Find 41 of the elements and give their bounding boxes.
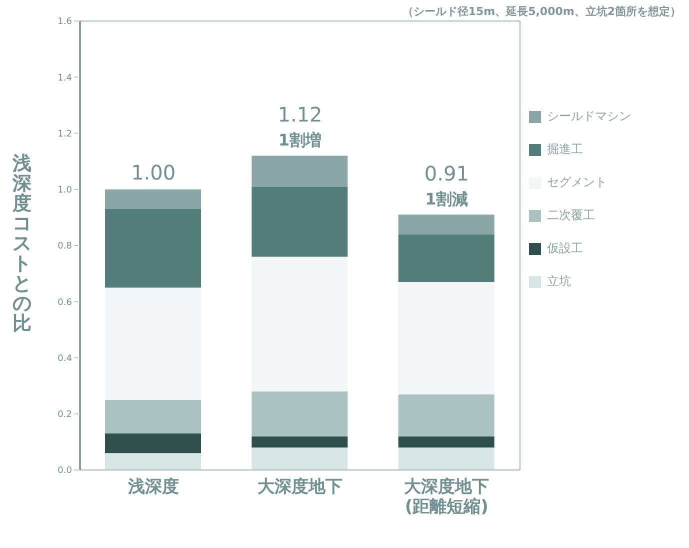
y-tick-label: 0.0 <box>58 466 72 476</box>
bar <box>105 400 201 434</box>
legend-label: 二次覆工 <box>547 207 595 224</box>
bar <box>252 448 348 470</box>
annotation: 1.00 <box>131 160 176 184</box>
y-tick-label: 0.4 <box>58 354 72 364</box>
legend-label: 立坑 <box>547 273 571 290</box>
y-tick-label: 1.4 <box>58 73 72 84</box>
legend-label: 仮設工 <box>547 240 583 257</box>
annotation: 0.91 1割減 <box>424 162 469 209</box>
legend-label: セグメント <box>547 174 607 191</box>
bar <box>105 434 201 454</box>
bar <box>105 189 201 210</box>
bar <box>105 209 201 288</box>
text: 浅深度コストとの比 <box>12 152 32 334</box>
y-tick-label: 0.2 <box>58 410 72 420</box>
bar <box>252 186 348 257</box>
bar <box>398 282 494 394</box>
y-tick-label: 1.6 <box>58 17 72 28</box>
legend-label: 掘進工 <box>547 141 583 158</box>
bar <box>105 453 201 470</box>
x-tick-label: 大深度地下 (距離短縮) <box>404 477 490 517</box>
bar <box>398 234 494 282</box>
bar <box>252 256 348 392</box>
y-tick-label: 1.2 <box>58 129 72 140</box>
y-tick-label: 0.6 <box>58 298 72 308</box>
annotation: 1.12 1割増 <box>278 102 322 150</box>
bar <box>105 288 201 400</box>
y-tick-label: 1.0 <box>58 186 72 196</box>
bar <box>252 156 348 187</box>
bar <box>398 394 494 436</box>
y-tick-label: 0.8 <box>58 242 72 252</box>
bar <box>252 391 348 436</box>
bar <box>398 214 494 234</box>
legend-label: シールドマシン <box>547 108 631 125</box>
x-tick-label: 大深度地下 <box>258 477 342 497</box>
bar <box>252 436 348 448</box>
x-tick-label: 浅深度 <box>126 477 179 497</box>
bar <box>398 436 494 448</box>
bar <box>398 448 494 470</box>
text: （シールド径15m、延長5,000m、立坑2箇所を想定） <box>402 4 681 19</box>
